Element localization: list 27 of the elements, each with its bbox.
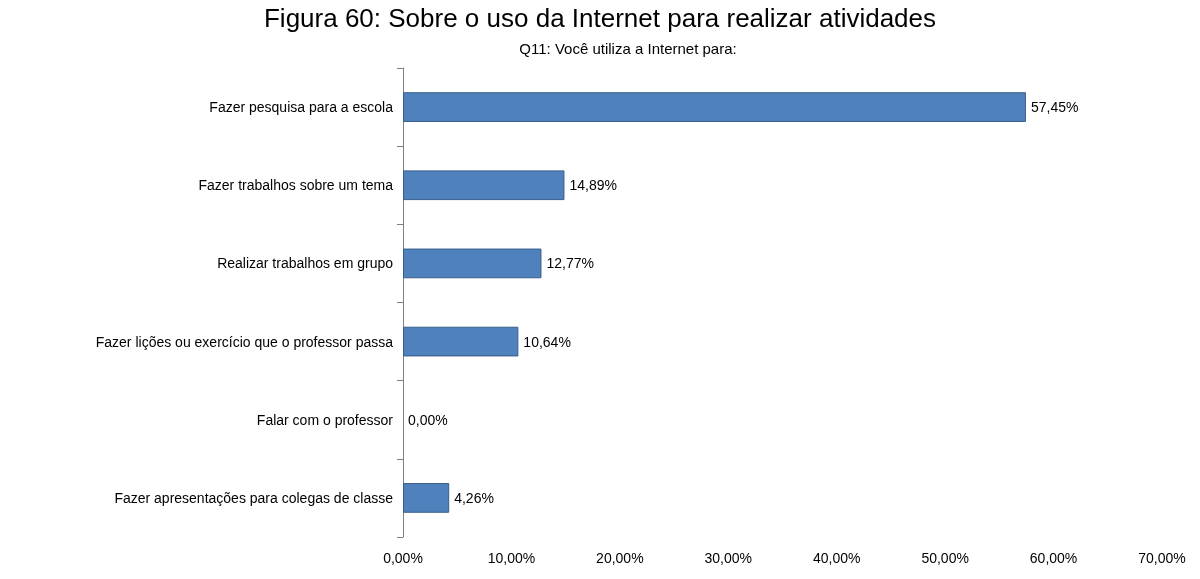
y-tick-label: Realizar trabalhos em grupo bbox=[217, 255, 394, 272]
bar bbox=[403, 326, 519, 357]
y-tick-label: Fazer trabalhos sobre um tema bbox=[198, 177, 394, 194]
bar bbox=[403, 248, 542, 279]
x-tick-label: 40,00% bbox=[812, 550, 861, 566]
y-tick-label: Fazer apresentações para colegas de classe bbox=[114, 489, 394, 506]
y-tick-label: Falar com o professor bbox=[256, 411, 394, 428]
x-tick-label: 50,00% bbox=[921, 550, 969, 566]
x-tick-label: 10,00% bbox=[487, 550, 536, 566]
x-tick-label: 30,00% bbox=[704, 550, 753, 566]
data-label: 12,77% bbox=[546, 255, 594, 272]
data-label: 0,00% bbox=[408, 411, 448, 428]
x-tick-label: 70,00% bbox=[1138, 550, 1186, 566]
data-label: 4,26% bbox=[454, 489, 494, 506]
chart-subtitle: Q11: Você utiliza a Internet para: bbox=[519, 40, 737, 57]
bar bbox=[403, 483, 450, 513]
x-tick-label: 0,00% bbox=[383, 550, 423, 566]
chart-title: Figura 60: Sobre o uso da Internet para realizar atividades bbox=[263, 3, 937, 33]
bar bbox=[403, 170, 565, 201]
data-label: 14,89% bbox=[569, 177, 617, 194]
data-label: 10,64% bbox=[523, 333, 571, 350]
y-tick-label: Fazer lições ou exercício que o professor passa bbox=[95, 333, 394, 350]
bar bbox=[403, 92, 1026, 122]
y-tick-label: Fazer pesquisa para a escola bbox=[209, 99, 394, 116]
data-label: 57,45% bbox=[1030, 99, 1079, 116]
x-tick-label: 60,00% bbox=[1029, 550, 1078, 566]
x-tick-label: 20,00% bbox=[596, 550, 644, 566]
